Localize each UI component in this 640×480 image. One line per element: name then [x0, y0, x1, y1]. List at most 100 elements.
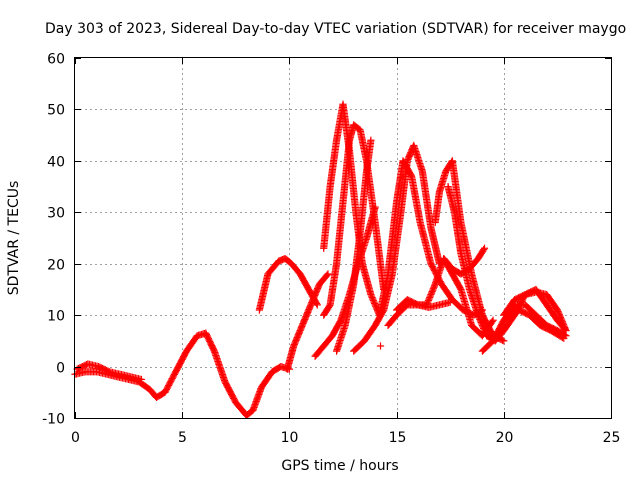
data-point	[407, 171, 415, 179]
data-point	[78, 362, 87, 371]
data-point	[405, 296, 413, 304]
data-point	[202, 330, 211, 339]
y-tick-label: 40	[47, 155, 65, 171]
data-point	[517, 292, 525, 301]
data-point	[208, 343, 216, 351]
data-point	[323, 271, 331, 279]
series-sat-c	[255, 254, 321, 314]
series-sat-s	[376, 342, 385, 350]
data-point	[410, 299, 418, 307]
data-point	[519, 308, 527, 316]
y-tick-labels: -10 0 10 20 30 40 50 60	[42, 52, 65, 428]
x-tick-label: 20	[496, 430, 514, 446]
y-tick-label: 60	[47, 52, 65, 68]
series-sat-h	[332, 136, 375, 355]
data-point	[544, 325, 552, 333]
series-sat-b	[73, 360, 146, 384]
data-point	[560, 334, 568, 342]
series-sat-d	[283, 270, 332, 373]
x-tick-label: 15	[389, 430, 407, 446]
data-point	[540, 323, 548, 331]
data-point	[510, 296, 519, 304]
data-point	[324, 270, 332, 278]
data-point	[542, 324, 550, 332]
data-point	[517, 307, 526, 315]
data-point	[206, 339, 215, 347]
data-point	[515, 306, 523, 314]
data-point	[336, 317, 344, 326]
data-point	[202, 329, 210, 337]
data-point	[99, 364, 107, 373]
plot-frame	[74, 57, 612, 419]
data-point	[80, 362, 88, 370]
data-point	[103, 366, 111, 375]
data-point	[523, 310, 531, 318]
chart-title: Day 303 of 2023, Sidereal Day-to-day VTE…	[45, 21, 626, 37]
data-point	[97, 364, 105, 372]
y-axis-title: SDTVAR / TECUs	[6, 181, 22, 296]
data-point	[81, 361, 89, 369]
data-point	[480, 244, 489, 252]
axes	[74, 57, 612, 419]
data-point	[137, 375, 146, 384]
data-point	[543, 325, 551, 333]
data-point	[313, 301, 321, 309]
data-points	[71, 100, 570, 420]
data-point	[208, 342, 216, 350]
series-sat-o	[440, 244, 489, 278]
y-tick-label: 10	[47, 309, 65, 325]
data-point	[411, 299, 419, 308]
data-point	[516, 293, 524, 301]
data-point	[100, 365, 108, 373]
data-point	[518, 292, 527, 300]
y-tick-label: 0	[56, 361, 65, 377]
data-point	[403, 296, 411, 304]
series-sat-q	[500, 288, 570, 335]
data-point	[104, 367, 112, 375]
data-point	[514, 294, 523, 302]
data-point	[205, 336, 213, 344]
data-point	[513, 294, 521, 303]
x-tick-label: 25	[603, 430, 621, 446]
data-point	[204, 335, 213, 343]
x-tick-label: 0	[71, 430, 80, 446]
data-point	[520, 308, 528, 317]
data-point	[94, 362, 103, 371]
data-point	[498, 336, 507, 344]
data-point	[536, 321, 544, 330]
x-tick-labels: 0 5 10 15 20 25	[71, 430, 620, 446]
data-point	[101, 366, 109, 374]
series-sat-f	[320, 100, 384, 319]
data-point	[96, 363, 104, 371]
data-point	[367, 136, 375, 144]
data-point	[376, 342, 385, 350]
data-point	[489, 316, 497, 324]
data-point	[562, 326, 570, 335]
x-tick-label: 5	[178, 430, 187, 446]
data-point	[74, 364, 83, 373]
data-point	[206, 337, 214, 346]
x-tick-label: 10	[281, 430, 299, 446]
y-tick-label: 50	[47, 103, 65, 119]
data-point	[203, 332, 211, 340]
data-point	[407, 298, 415, 306]
series-sat-r	[504, 306, 568, 342]
x-axis-title: GPS time / hours	[281, 458, 398, 474]
data-point	[207, 340, 215, 348]
data-point	[204, 333, 212, 341]
data-point	[413, 300, 421, 308]
data-point	[520, 291, 528, 299]
data-point	[409, 298, 417, 306]
y-tick-label: 30	[47, 206, 65, 222]
data-point	[446, 298, 454, 306]
data-point	[456, 284, 464, 292]
y-tick-label: 20	[47, 258, 65, 274]
data-point	[558, 333, 567, 342]
data-point	[539, 323, 547, 331]
data-point	[325, 302, 333, 310]
data-point	[209, 344, 217, 352]
data-point	[488, 317, 496, 326]
data-point	[480, 245, 488, 254]
series-sat-i	[350, 141, 444, 355]
